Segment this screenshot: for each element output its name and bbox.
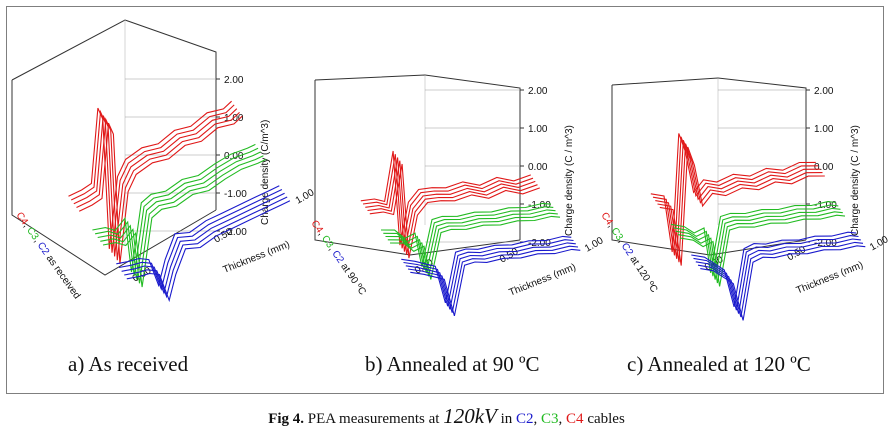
series-line-C2 bbox=[403, 239, 574, 307]
series-label-part: , bbox=[606, 221, 618, 232]
z-tick-label: -1.00 bbox=[528, 200, 551, 211]
series-line-C2 bbox=[700, 245, 866, 321]
series-line-C2 bbox=[126, 200, 291, 303]
box-back-edges bbox=[314, 74, 521, 240]
series-label-part: as received bbox=[42, 251, 82, 301]
series-line-C2 bbox=[124, 196, 288, 299]
series-line-C2 bbox=[695, 238, 861, 314]
series-line-C2 bbox=[693, 235, 859, 311]
series-label-part: , bbox=[32, 236, 44, 247]
series-line-C2 bbox=[697, 241, 864, 318]
series-label-part: , bbox=[616, 237, 628, 248]
box-back-edges bbox=[611, 77, 807, 240]
figure-caption-text: PEA measurements at bbox=[307, 411, 440, 427]
series-line-C3 bbox=[100, 155, 264, 284]
caption-b: b) Annealed at 90 ºC bbox=[365, 352, 540, 376]
series-line-C2 bbox=[116, 185, 280, 288]
z-tick-label: 1.00 bbox=[224, 113, 244, 124]
figure-caption-prefix: Fig 4. bbox=[268, 411, 305, 427]
series-line-C3 bbox=[670, 201, 837, 273]
caption-c: c) Annealed at 120 ºC bbox=[627, 352, 811, 376]
series-line-C2 bbox=[410, 248, 581, 317]
z-tick-label: 0.00 bbox=[224, 151, 244, 162]
series-line-C4 bbox=[70, 104, 235, 253]
x-axis-label: Thickness (mm) bbox=[508, 262, 578, 299]
x-tick-label: 1.00 bbox=[583, 235, 606, 254]
caption-a: a) As received bbox=[68, 352, 189, 376]
box-bottom-edges bbox=[314, 80, 521, 256]
series-line-C2 bbox=[121, 192, 285, 295]
x-tick-label: 1.00 bbox=[868, 234, 891, 253]
series-line-C4 bbox=[360, 150, 531, 246]
series-line-C3 bbox=[102, 158, 267, 288]
series-line-C3 bbox=[673, 204, 839, 277]
figure-caption-voltage: 120kV bbox=[443, 404, 497, 428]
series-depth-label: C4, C3, C2 at 90 ºC bbox=[309, 218, 368, 297]
z-tick-label: 2.00 bbox=[814, 86, 834, 97]
figure-frame bbox=[6, 6, 884, 394]
series-line-C3 bbox=[387, 212, 558, 277]
figure-caption-c2: C2 bbox=[516, 411, 534, 427]
series-line-C4 bbox=[657, 143, 823, 263]
z-axis-label: Charge density (C/m^3) bbox=[260, 120, 271, 225]
chart-panel-a: 2.00 1.00 0.00 -1.00 -2.00 Charge density (C/… bbox=[11, 19, 317, 303]
series-depth-label: C4, C3, C2 at 120 ºC bbox=[598, 211, 659, 295]
figure-caption-in: in bbox=[500, 411, 513, 427]
series-line-C3 bbox=[389, 215, 561, 280]
z-tick-label: -2.00 bbox=[224, 227, 247, 238]
series-line-C2 bbox=[407, 245, 579, 313]
x-axis-label: Thickness (mm) bbox=[795, 260, 865, 297]
series-line-C3 bbox=[380, 202, 552, 267]
figure-caption: Fig 4. PEA measurements at 120kV in C2, … bbox=[268, 404, 625, 428]
z-tick-label: 1.00 bbox=[814, 124, 834, 135]
series-line-C3 bbox=[677, 211, 843, 284]
z-tick-label: 1.00 bbox=[528, 124, 548, 135]
z-tick-label: -1.00 bbox=[224, 189, 247, 200]
z-axis-label: Charge density (C / m^3) bbox=[850, 125, 861, 236]
series-line-C2 bbox=[118, 189, 283, 291]
series-line-C3 bbox=[383, 206, 554, 270]
z-axis-label: Charge density (C / m^3) bbox=[564, 125, 575, 236]
series-depth-label: C4, C3, C2 as received bbox=[14, 210, 83, 301]
series-label-part: , bbox=[316, 229, 328, 240]
box-back-edges bbox=[11, 19, 217, 210]
series-line-C2 bbox=[401, 235, 572, 304]
series-line-C2 bbox=[405, 242, 576, 310]
series-label-part: at 120 ºC bbox=[626, 252, 660, 295]
figure-caption-c3: C3 bbox=[541, 411, 559, 427]
series-line-C4 bbox=[362, 154, 534, 249]
z-tick-label: 0.00 bbox=[814, 162, 834, 173]
series-line-C4 bbox=[369, 163, 540, 259]
series-line-C3 bbox=[679, 214, 846, 287]
z-tick-label: 0.00 bbox=[528, 162, 548, 173]
series-line-C4 bbox=[365, 157, 536, 252]
series-line-C3 bbox=[94, 147, 259, 276]
series-line-C3 bbox=[675, 207, 841, 280]
x-tick-label: 1.00 bbox=[294, 187, 317, 206]
series-line-C4 bbox=[73, 108, 238, 257]
series-line-C4 bbox=[68, 100, 232, 249]
series-line-C4 bbox=[78, 115, 243, 264]
series-line-C3 bbox=[92, 143, 256, 273]
x-tick-label: 0.50 bbox=[498, 246, 521, 265]
series-line-C4 bbox=[659, 146, 825, 266]
z-tick-label: 2.00 bbox=[528, 86, 548, 97]
series-line-C3 bbox=[97, 151, 261, 280]
series-line-C3 bbox=[385, 209, 556, 274]
series-label-part: at 90 ºC bbox=[337, 259, 368, 297]
figure-caption-suffix: cables bbox=[587, 411, 625, 427]
series-line-C4 bbox=[76, 111, 240, 261]
z-tick-label: 2.00 bbox=[224, 75, 244, 86]
series-line-C2 bbox=[691, 231, 857, 307]
x-axis-label: Thickness (mm) bbox=[221, 239, 291, 276]
series-line-C4 bbox=[367, 160, 538, 255]
box-bottom-edges bbox=[11, 80, 217, 276]
figure-caption-c4: C4 bbox=[566, 411, 584, 427]
series-label-part: , bbox=[21, 221, 33, 232]
series-label-part: , bbox=[326, 244, 338, 255]
